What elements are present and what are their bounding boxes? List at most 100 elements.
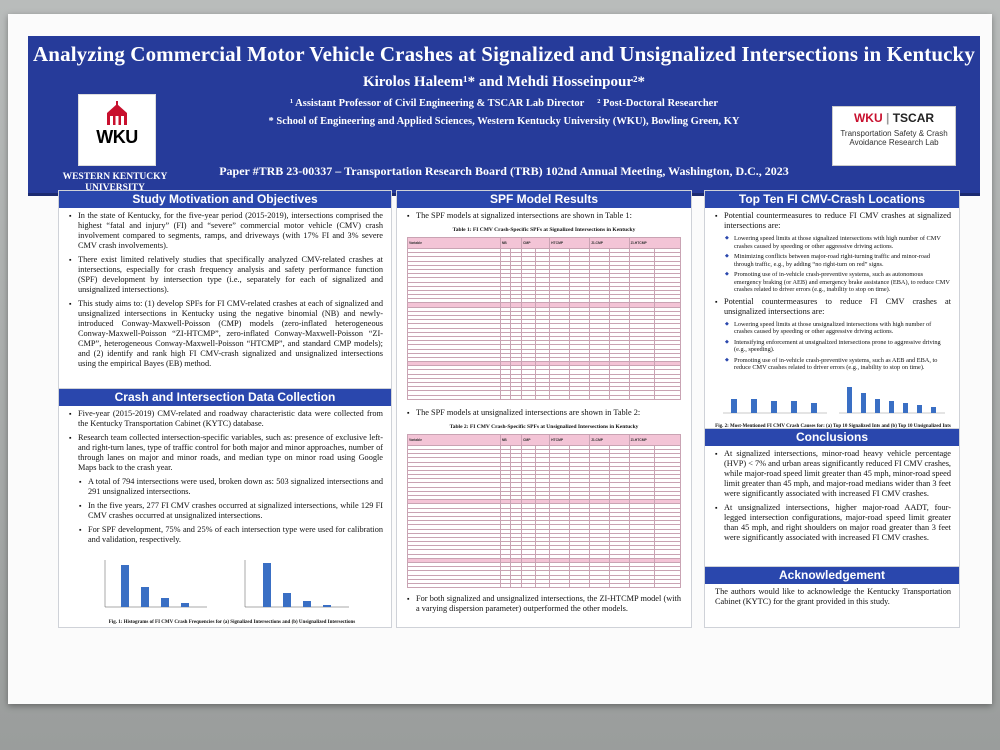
histogram-b (244, 560, 349, 608)
motivation-body: In the state of Kentucky, for the five-y… (59, 208, 391, 369)
causes-a-bar (811, 403, 817, 413)
poster-banner: Analyzing Commercial Motor Vehicle Crash… (28, 36, 980, 196)
wku-mark: WKU (96, 127, 138, 147)
table-cell (520, 394, 537, 400)
table-cell (499, 394, 512, 400)
tscar-logo: WKU | TSCAR Transportation Safety & Cras… (832, 106, 956, 166)
causes-a-bar (791, 401, 797, 413)
data-sub-bullet: For SPF development, 75% and 25% of each… (79, 525, 383, 545)
top-ten-body: Potential countermeasures to reduce FI C… (705, 208, 959, 372)
table-header-cell: NB (499, 237, 522, 249)
causes-a-bar (751, 399, 757, 413)
table-row (407, 499, 681, 505)
table-row (407, 494, 681, 501)
motivation-bullet: This study aims to: (1) develop SPFs for… (69, 299, 383, 369)
table1-caption: Table 1: FI CMV Crash-Specific SPFs at S… (452, 227, 636, 233)
table-cell (499, 582, 512, 589)
motivation-heading: Study Motivation and Objectives (59, 191, 391, 208)
table-cell (654, 582, 681, 589)
table-cell (628, 582, 656, 589)
causes-plots (723, 387, 945, 414)
acknowledgement-heading: Acknowledgement (705, 567, 959, 584)
data-sub-bullet: A total of 794 intersections were used, … (79, 477, 383, 497)
hist-a-bar (181, 603, 189, 607)
causes-chart-b (839, 387, 945, 414)
table-cell (569, 582, 591, 589)
data-sub-bullet: In the five years, 277 FI CMV crashes oc… (79, 501, 383, 521)
data-collection-heading: Crash and Intersection Data Collection (59, 389, 391, 406)
table-cell (407, 394, 501, 400)
causes-figure: Fig. 2: Most-Mentioned FI CMV Crash Caus… (715, 381, 951, 429)
tscar-subtitle: Transportation Safety & Crash Avoidance … (833, 129, 955, 147)
wku-name-line1: WESTERN KENTUCKY (62, 172, 168, 182)
paper-line: Paper #TRB 23-00337 – Transportation Res… (219, 164, 789, 178)
top-ten-sub-bullet: Promoting use of in-vehicle crash-preven… (725, 271, 951, 294)
poster: Analyzing Commercial Motor Vehicle Crash… (8, 14, 992, 704)
data-bullet: Research team collected intersection-spe… (69, 433, 383, 473)
table-row (407, 578, 681, 584)
affiliations-row: ¹ Assistant Professor of Civil Engineeri… (28, 98, 980, 109)
spf-results-heading: SPF Model Results (397, 191, 691, 208)
tscar-sub-line2: Avoidance Research Lab (849, 138, 939, 147)
table-row (407, 394, 681, 400)
top-ten-sub-bullet: Lowering speed limits at those unsignali… (725, 321, 951, 336)
table-cell (589, 582, 610, 589)
table-cell (534, 582, 551, 589)
tscar-mark-wku: WKU (853, 111, 883, 125)
causes-b-bar (889, 401, 894, 413)
spf-results-panel: SPF Model Results The SPF models at sign… (396, 190, 692, 628)
histogram-figure: Fig. 1: Histograms of FI CMV Crash Frequ… (87, 555, 377, 625)
top-ten-heading: Top Ten FI CMV-Crash Locations (705, 191, 959, 208)
tscar-mark-tscar: TSCAR (892, 111, 935, 125)
table-header-cell: CMP (520, 433, 551, 446)
causes-a-bar (731, 399, 737, 413)
hist-b-bar (263, 563, 271, 607)
top-ten-bullet: Potential countermeasures to reduce FI C… (715, 211, 951, 231)
motivation-bullet: There exist limited relatively studies t… (69, 255, 383, 295)
affiliation-3: * School of Engineering and Applied Scie… (268, 116, 740, 127)
conclusions-body: At signalized intersections, minor-road … (705, 446, 959, 543)
spf-intro-2: The SPF models at unsignalized intersect… (407, 408, 681, 418)
top-ten-sub-bullet: Lowering speed limits at those signalize… (725, 235, 951, 250)
affiliation-1: ¹ Assistant Professor of Civil Engineeri… (289, 98, 585, 109)
table-row (407, 557, 681, 564)
table-header-cell: ZI-HTCMP (628, 237, 682, 249)
top-ten-sub-bullet: Intensifying enforcement at unsignalized… (725, 339, 951, 354)
conclusion-bullet: At signalized intersections, minor-road … (715, 449, 951, 499)
table-header-cell: Variable (407, 433, 501, 446)
table-cell (628, 394, 656, 400)
causes-b-bar (917, 405, 922, 413)
table-cell (407, 582, 501, 589)
wku-cupola-icon (107, 101, 127, 125)
acknowledgement-body: The authors would like to acknowledge th… (705, 584, 959, 607)
table2-caption: Table 2: FI CMV Crash-Specific SPFs at U… (449, 423, 639, 430)
acknowledgement-text: The authors would like to acknowledge th… (715, 587, 951, 606)
table-header-cell: HTCMP (549, 433, 591, 446)
causes-b-bar (903, 403, 908, 413)
top-ten-sub-bullet: Minimizing conflicts between major-road … (725, 253, 951, 268)
top-ten-bullet: Potential countermeasures to reduce FI C… (715, 297, 951, 317)
wku-logo: WKU (78, 94, 156, 166)
table-header-cell: CMP (520, 237, 551, 249)
wku-name-line2: UNIVERSITY (85, 183, 145, 193)
table-header-cell: ZI-HTCMP (628, 433, 682, 446)
table-cell (654, 394, 681, 400)
table-cell (534, 394, 551, 400)
causes-b-bar (847, 387, 852, 413)
causes-b-bar (875, 399, 880, 413)
table-header-cell: NB (499, 433, 522, 446)
motivation-bullet: In the state of Kentucky, for the five-y… (69, 211, 383, 251)
table-cell (589, 394, 610, 400)
hist-a-bar (141, 587, 149, 607)
causes-b-bar (861, 393, 866, 413)
table1: Variable NB CMP HTCMP ZI-CMP ZI-HTCMP (407, 237, 682, 400)
table-header-row: Variable NB CMP HTCMP ZI-CMP ZI-HTCMP (407, 433, 682, 446)
spf-intro-1: The SPF models at signalized intersectio… (407, 211, 681, 221)
causes-a-bar (771, 401, 777, 413)
histogram-plots (104, 560, 349, 608)
table-cell (510, 582, 522, 589)
spf-conclusion: For both signalized and unsignalized int… (407, 594, 681, 614)
conclusion-bullet: At unsignalized intersections, higher ma… (715, 503, 951, 543)
table-cell (608, 394, 630, 400)
hist-b-bar (283, 593, 291, 607)
